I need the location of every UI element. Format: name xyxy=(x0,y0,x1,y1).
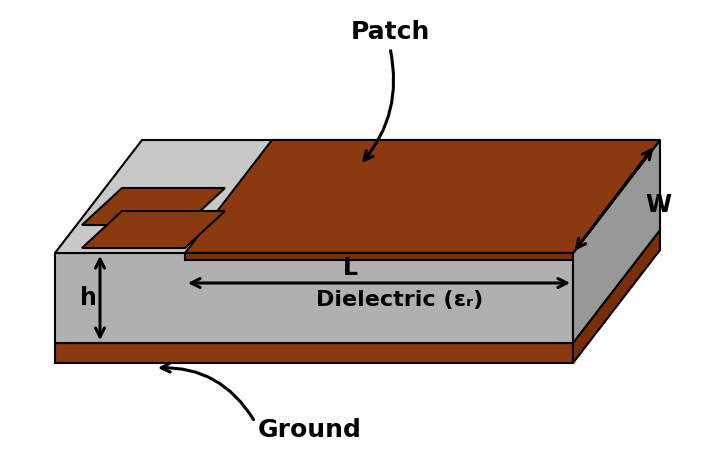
Polygon shape xyxy=(55,343,573,363)
Text: W: W xyxy=(645,193,671,217)
Polygon shape xyxy=(82,188,225,225)
Text: Patch: Patch xyxy=(350,20,430,44)
Text: Dielectric (εᵣ): Dielectric (εᵣ) xyxy=(317,290,483,310)
Polygon shape xyxy=(55,250,660,343)
Polygon shape xyxy=(573,230,660,363)
Text: Ground: Ground xyxy=(258,418,362,442)
Polygon shape xyxy=(573,140,660,343)
Text: h: h xyxy=(80,286,96,310)
Polygon shape xyxy=(185,140,660,253)
Polygon shape xyxy=(55,140,660,253)
Polygon shape xyxy=(185,253,573,260)
Polygon shape xyxy=(55,253,573,343)
Polygon shape xyxy=(82,211,225,248)
Text: L: L xyxy=(342,256,357,280)
